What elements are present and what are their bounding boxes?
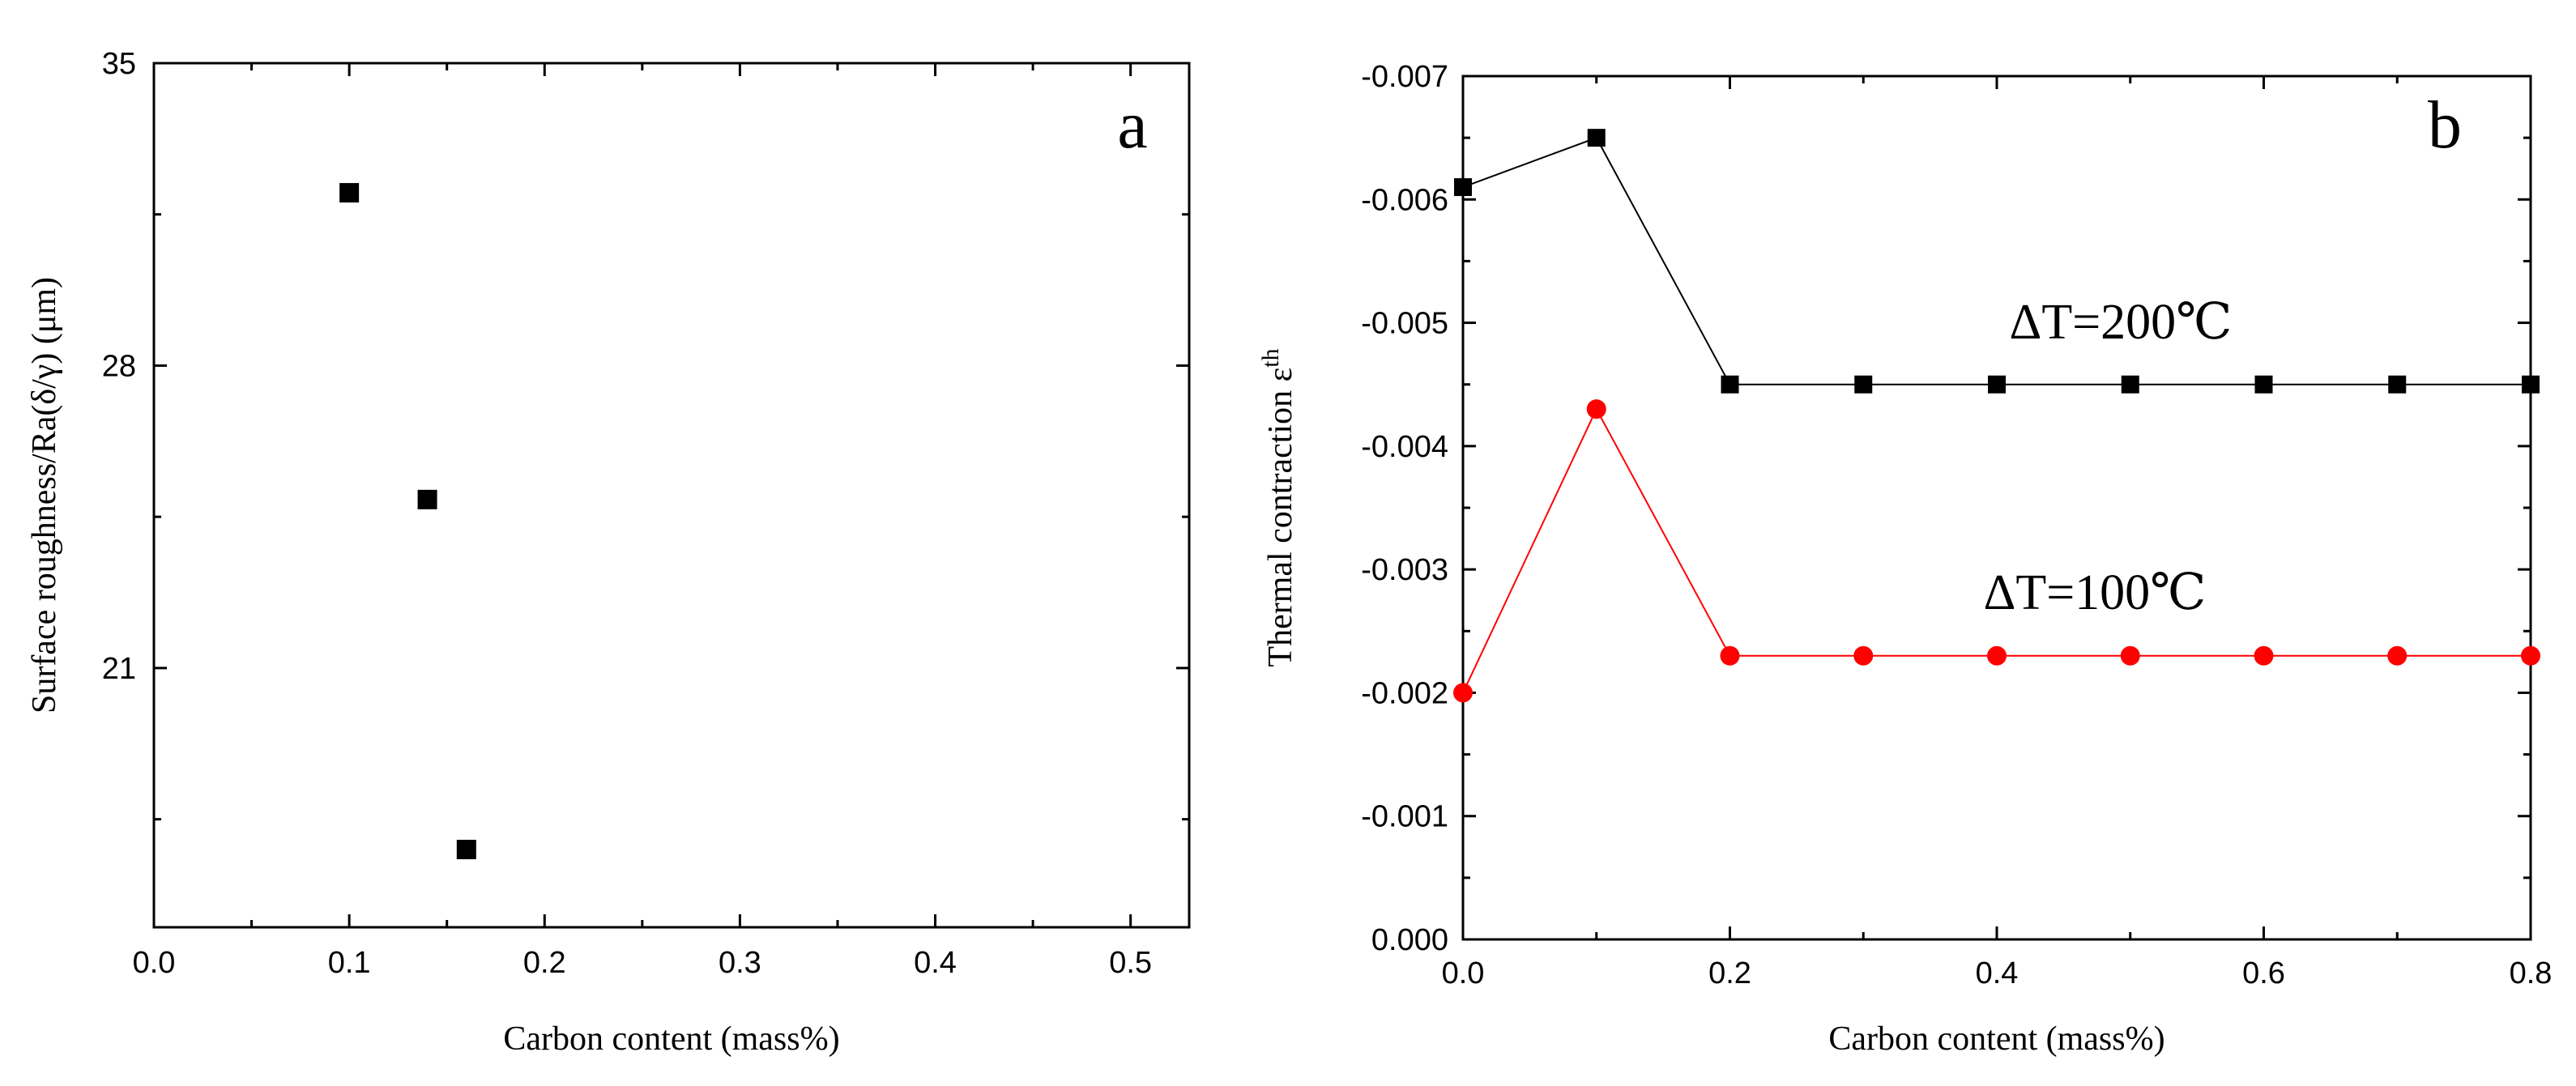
- panel-a-y-axis-title: Surface roughness/Ra(δ/γ) (μm): [26, 277, 63, 713]
- data-point-square: [1721, 375, 1739, 394]
- data-point-circle: [1586, 399, 1606, 419]
- panel-b-y-axis-title-superscript: th: [1257, 348, 1284, 367]
- data-point-square: [1454, 178, 1472, 197]
- panel-b-chart: 0.0 0.2 0.4 0.6 0.8 0.000 -0.001 -0.002 -0.003 -…: [1257, 60, 2552, 1058]
- y-tick-label: 35: [102, 47, 136, 81]
- data-point-square: [1587, 129, 1606, 147]
- panel-b-x-axis-title: Carbon content (mass%): [1828, 1020, 2164, 1058]
- y-tick-label: -0.003: [1361, 553, 1448, 587]
- data-point-square: [1988, 375, 2006, 394]
- data-point-square: [2522, 375, 2540, 394]
- series-line-dt200: [1462, 136, 2531, 385]
- panel-b-ticks: [1461, 75, 2532, 941]
- series-label-dt200: ΔT=200℃: [2009, 295, 2232, 350]
- panel-b-y-tick-labels: 0.000 -0.001 -0.002 -0.003 -0.004 -0.005 -0.00…: [1361, 60, 1448, 957]
- y-tick-label: 21: [102, 652, 136, 686]
- x-tick-label: 0.0: [133, 946, 176, 980]
- data-point-square: [456, 839, 476, 859]
- data-point-circle: [1853, 645, 1874, 666]
- panel-b-y-axis-title: Thermal contraction εth: [1257, 348, 1299, 667]
- panel-a-chart: 0.0 0.1 0.2 0.3 0.4 0.5 21 28 35 a Carbon conte…: [26, 47, 1191, 1058]
- data-point-circle: [2521, 645, 2540, 666]
- panel-a-label: a: [1117, 87, 1147, 163]
- y-tick-label: -0.007: [1361, 60, 1448, 94]
- data-point-circle: [1453, 683, 1473, 703]
- data-point-circle: [2254, 645, 2274, 666]
- data-point-square: [339, 183, 360, 203]
- x-tick-label: 0.4: [1976, 956, 2019, 990]
- panel-a-plot-frame: [152, 62, 1191, 929]
- y-tick-label: 28: [102, 349, 136, 383]
- data-point-circle: [1987, 645, 2007, 666]
- data-point-circle: [2120, 645, 2140, 666]
- y-tick-label: -0.004: [1361, 430, 1448, 464]
- x-tick-label: 0.8: [2510, 956, 2553, 990]
- panel-a-x-tick-labels: 0.0 0.1 0.2 0.3 0.4 0.5: [133, 946, 1152, 980]
- data-point-square: [2254, 375, 2273, 394]
- y-tick-label: -0.005: [1361, 307, 1448, 341]
- panel-b-data-points: [1453, 129, 2540, 703]
- data-point-square: [2388, 375, 2407, 394]
- x-tick-label: 0.5: [1109, 946, 1152, 980]
- data-point-square: [2121, 375, 2139, 394]
- panel-b-y-axis-title-main: Thermal contraction ε: [1262, 368, 1299, 667]
- x-tick-label: 0.1: [328, 946, 371, 980]
- panel-a-y-tick-labels: 21 28 35: [102, 47, 136, 686]
- y-tick-label: -0.006: [1361, 183, 1448, 217]
- panel-a-x-axis-title: Carbon content (mass%): [503, 1020, 839, 1058]
- y-tick-label: -0.002: [1361, 676, 1448, 710]
- panel-a-ticks: [152, 62, 1189, 927]
- data-point-circle: [2387, 645, 2408, 666]
- series-label-dt100: ΔT=100℃: [1983, 565, 2206, 620]
- x-tick-label: 0.2: [523, 946, 566, 980]
- x-tick-label: 0.0: [1442, 956, 1485, 990]
- data-point-square: [1854, 375, 1873, 394]
- y-tick-label: 0.000: [1371, 923, 1448, 957]
- x-tick-label: 0.3: [719, 946, 761, 980]
- data-point-square: [417, 489, 437, 509]
- x-tick-label: 0.4: [914, 946, 957, 980]
- x-tick-label: 0.2: [1708, 956, 1751, 990]
- panel-b-x-tick-labels: 0.0 0.2 0.4 0.6 0.8: [1442, 956, 2553, 990]
- x-tick-label: 0.6: [2242, 956, 2285, 990]
- panel-a-data-points: [339, 183, 476, 859]
- y-tick-label: -0.001: [1361, 800, 1448, 834]
- panel-b-plot-frame: [1461, 75, 2532, 941]
- panel-b-label: b: [2428, 87, 2462, 163]
- data-point-circle: [1720, 645, 1740, 666]
